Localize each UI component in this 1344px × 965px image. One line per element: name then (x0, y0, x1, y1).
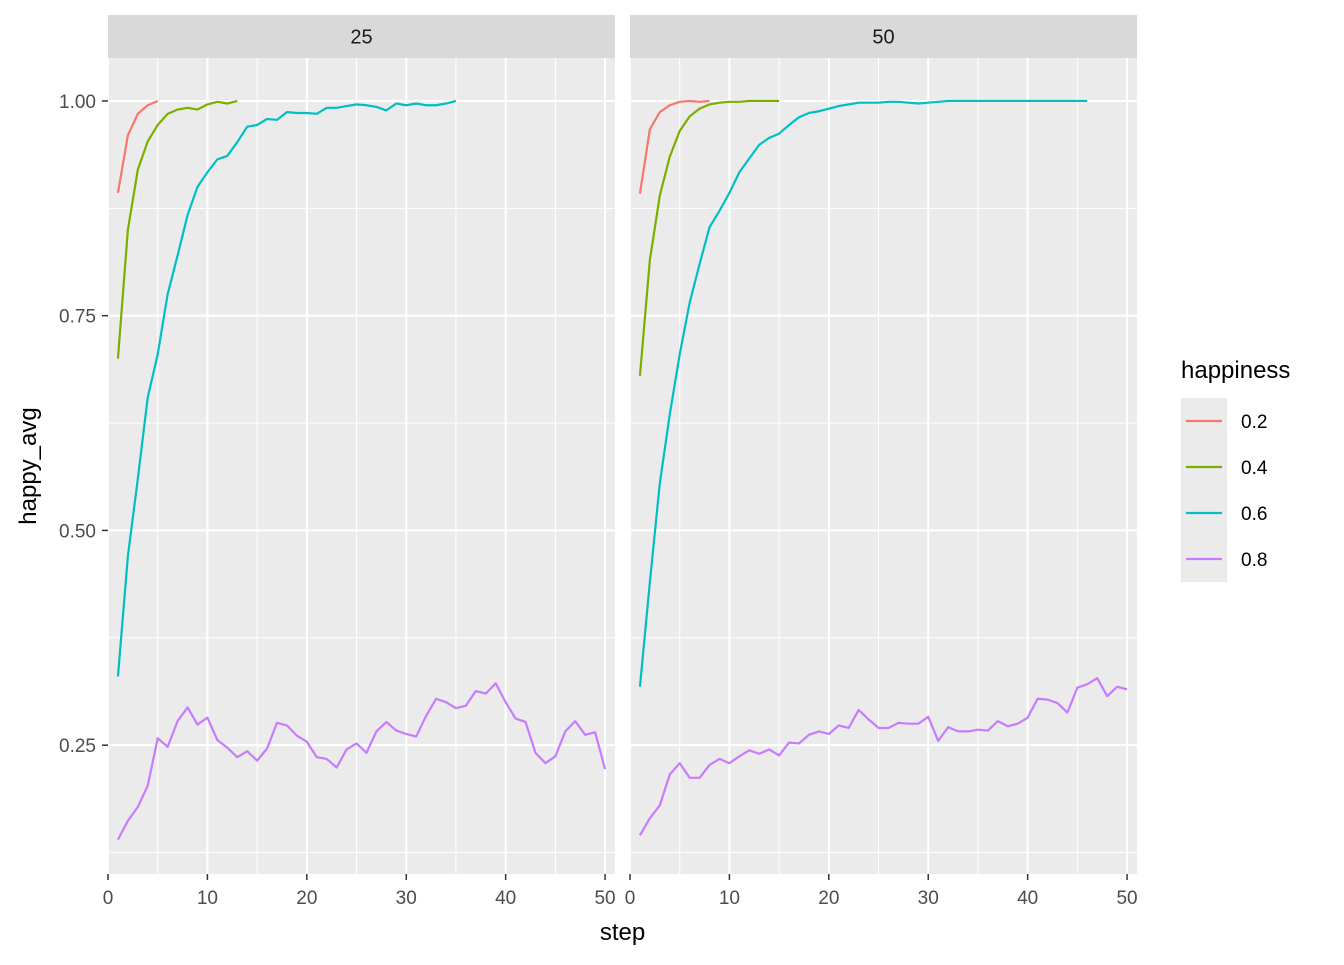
x-tick-label: 30 (918, 888, 939, 909)
y-axis-title: happy_avg (15, 407, 42, 524)
y-tick-label: 0.75 (59, 307, 96, 328)
legend-entry-label: 0.4 (1241, 458, 1268, 479)
y-tick-label: 1.00 (59, 92, 96, 113)
x-tick-label: 10 (197, 888, 218, 909)
legend: happiness 0.2 0.4 0.6 0.8 (1181, 357, 1290, 582)
series-line-0.8 (116, 682, 607, 841)
series-line-0.6 (638, 99, 1088, 687)
x-tick-label: 50 (594, 888, 615, 909)
facet-strip-label: 50 (872, 27, 894, 49)
facet-panel-25: 25 0 10 20 30 40 50 0.25 0.50 0.75 1.00 (59, 15, 616, 909)
facet-strip-label: 25 (350, 27, 372, 49)
x-tick-label: 20 (296, 888, 317, 909)
y-tick-label: 0.25 (59, 736, 96, 757)
x-tick-label: 20 (818, 888, 839, 909)
x-tick-label: 40 (1017, 888, 1038, 909)
legend-entry-label: 0.8 (1241, 550, 1267, 571)
facet-strip (630, 15, 1137, 58)
panel-background (630, 58, 1137, 874)
legend-title: happiness (1181, 357, 1290, 384)
x-axis-title: step (600, 919, 645, 946)
series-line-0.2 (116, 99, 159, 194)
y-tick-label: 0.50 (59, 521, 96, 542)
x-tick-label: 50 (1116, 888, 1137, 909)
series-line-0.8 (638, 677, 1128, 836)
x-tick-label: 0 (625, 888, 636, 909)
panel-background (108, 58, 615, 874)
x-tick-label: 40 (495, 888, 516, 909)
x-tick-label: 30 (396, 888, 417, 909)
series-line-0.6 (116, 99, 457, 677)
legend-entry-label: 0.6 (1241, 504, 1267, 525)
series-line-0.2 (638, 99, 710, 194)
x-tick-label: 10 (719, 888, 740, 909)
series-line-0.4 (638, 99, 780, 376)
facet-panel-50: 50 0 10 20 30 40 50 (625, 15, 1138, 909)
series-line-0.4 (116, 99, 238, 359)
facet-strip (108, 15, 615, 58)
x-tick-label: 0 (103, 888, 114, 909)
legend-entry-label: 0.2 (1241, 412, 1267, 433)
